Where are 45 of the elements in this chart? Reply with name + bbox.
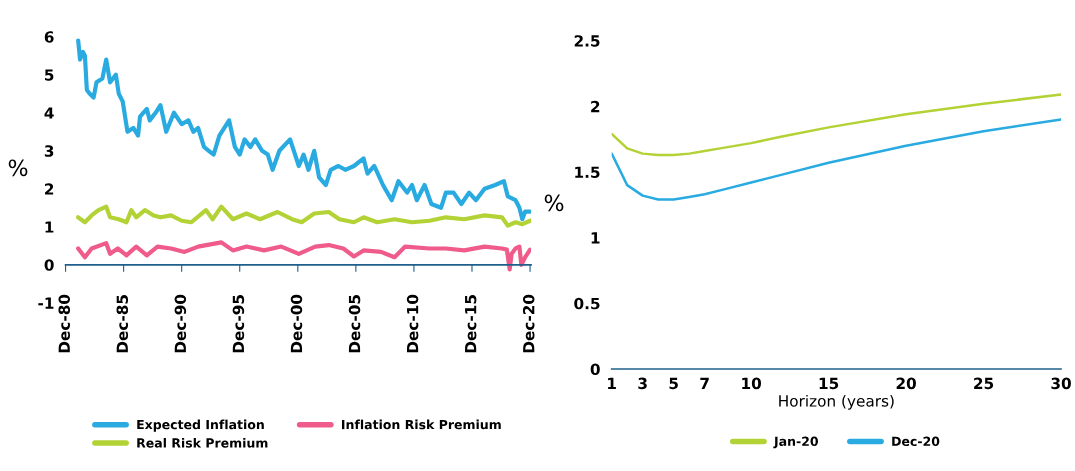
x-tick-label: 1 xyxy=(608,377,616,389)
x-tick-label: 20 xyxy=(896,377,916,390)
y-axis-title: % xyxy=(544,194,564,212)
legend-label: Jan-20 xyxy=(773,436,818,449)
y-tick-label: 1.5 xyxy=(575,166,600,179)
y-tick-label: 0 xyxy=(590,363,600,375)
x-tick-label: 15 xyxy=(819,377,839,390)
y-tick-label: 4 xyxy=(44,107,54,119)
x-tick-label: 25 xyxy=(974,377,994,390)
y-tick-label: 2 xyxy=(45,183,54,195)
x-tick-label: 30 xyxy=(1051,377,1071,390)
legend-label: Dec-20 xyxy=(892,436,940,447)
line-series xyxy=(611,118,1062,201)
y-tick-label: 6 xyxy=(44,31,54,43)
y-axis-title: % xyxy=(8,159,28,177)
x-tick-label: Dec-15 xyxy=(465,295,477,353)
legend-label: Inflation Risk Premium xyxy=(342,419,501,430)
x-tick-label: Dec-85 xyxy=(116,295,129,353)
x-tick-label: 3 xyxy=(638,377,647,390)
y-tick-label: 5 xyxy=(45,69,54,81)
x-tick-label: Dec-95 xyxy=(232,295,245,353)
y-tick-label: -1 xyxy=(38,297,54,309)
y-tick-label: 1 xyxy=(591,232,600,244)
y-tick-label: 0.5 xyxy=(574,297,600,310)
legend-label: Real Risk Premium xyxy=(137,437,268,448)
y-tick-label: 2 xyxy=(591,100,600,113)
x-tick-label: Dec-00 xyxy=(290,294,303,353)
x-tick-label: Dec-20 xyxy=(522,294,535,353)
y-tick-label: 1 xyxy=(45,221,54,233)
y-tick-label: 0 xyxy=(44,259,54,271)
x-tick-label: Dec-90 xyxy=(174,294,187,353)
x-tick-label: Dec-05 xyxy=(348,295,361,353)
line-series xyxy=(76,240,532,272)
x-tick-label: Dec-80 xyxy=(58,294,71,353)
y-tick-label: 2.5 xyxy=(574,35,600,47)
x-tick-label: 7 xyxy=(700,377,709,389)
line-series xyxy=(76,204,532,228)
x-tick-label: Dec-10 xyxy=(406,294,419,353)
legend-label: Expected Inflation xyxy=(137,419,264,432)
line-series xyxy=(76,38,532,222)
y-tick-label: 3 xyxy=(44,145,54,157)
x-axis-title: Horizon (years) xyxy=(779,394,894,410)
line-series xyxy=(611,93,1062,157)
x-tick-label: 10 xyxy=(742,377,762,390)
x-tick-label: 5 xyxy=(669,377,678,390)
